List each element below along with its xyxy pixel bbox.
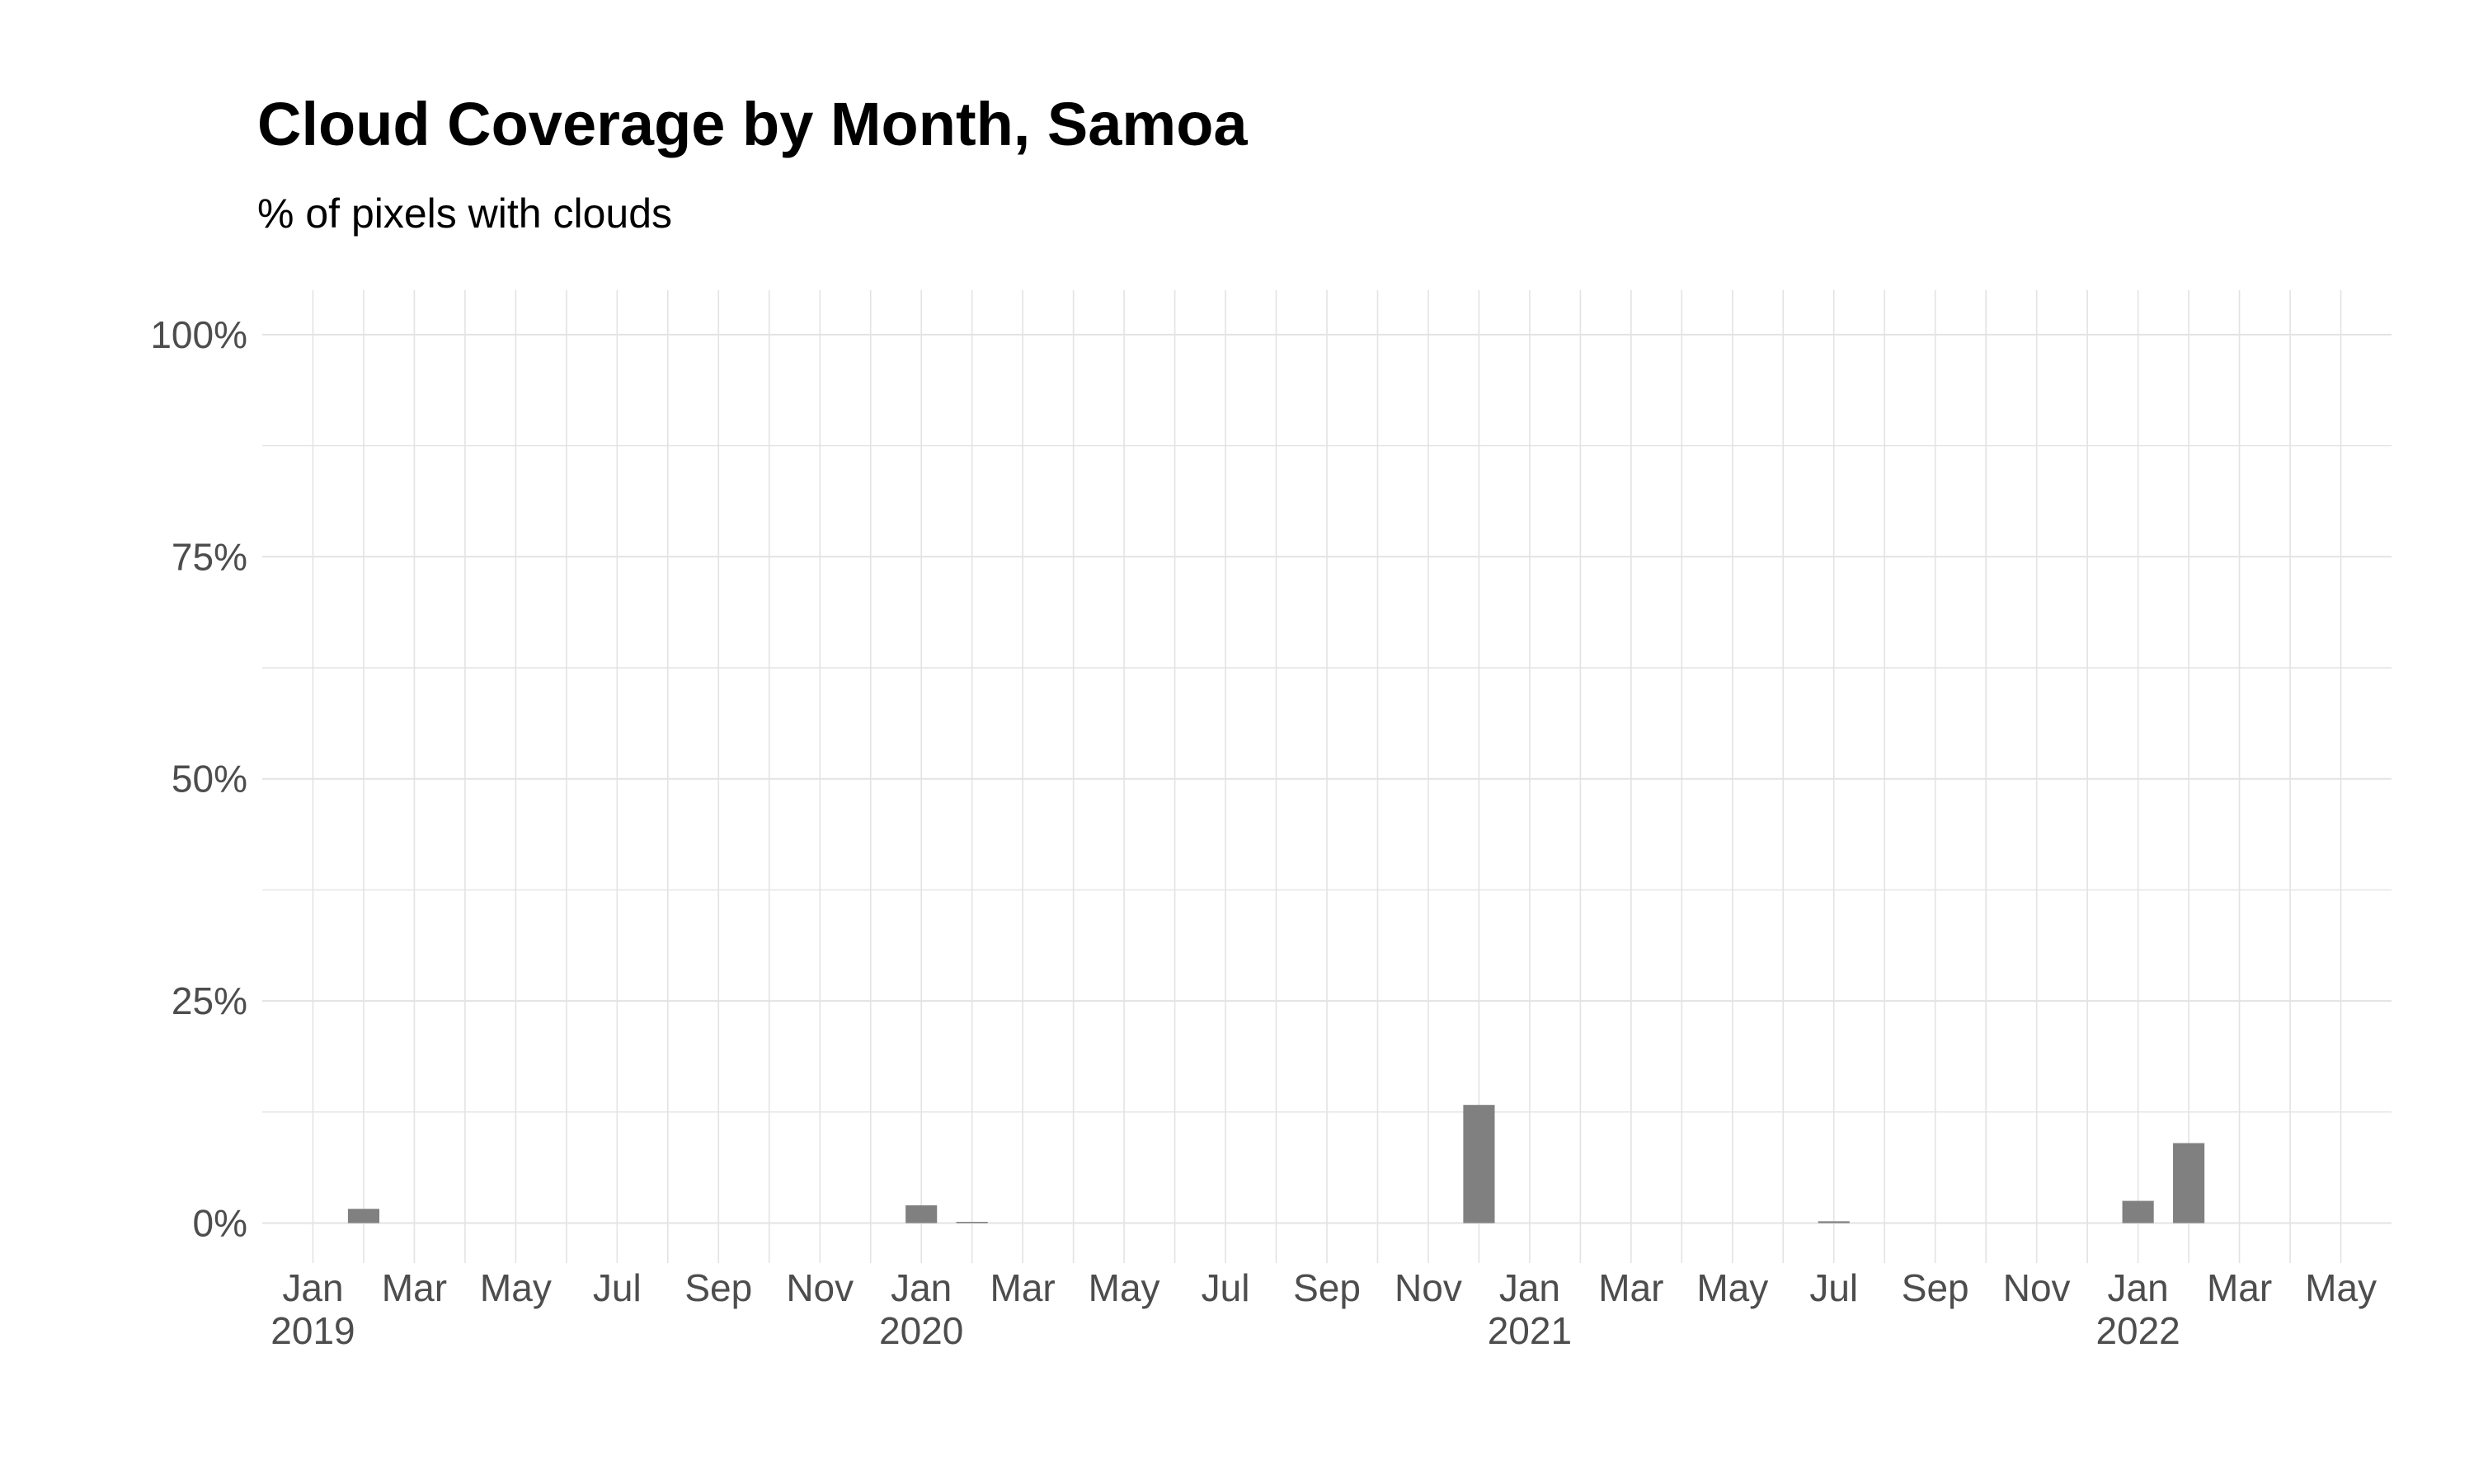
x-tick-label: May xyxy=(1696,1266,1768,1309)
x-tick-label: Sep xyxy=(1902,1266,1969,1309)
x-tick-label: Mar xyxy=(990,1266,1056,1309)
x-tick-label: Jan xyxy=(282,1266,343,1309)
bar-2022-01 xyxy=(2122,1200,2154,1223)
x-tick-label: Nov xyxy=(786,1266,854,1309)
bar-2020-01 xyxy=(905,1205,938,1223)
x-tick-label: Jan xyxy=(1499,1266,1560,1309)
x-tick-label: May xyxy=(2305,1266,2377,1309)
bar-2020-12 xyxy=(1463,1105,1495,1223)
bar-2021-07 xyxy=(1818,1221,1850,1223)
x-tick-label: Jan xyxy=(2108,1266,2169,1309)
x-tick-label: May xyxy=(1089,1266,1160,1309)
x-tick-year-label: 2021 xyxy=(1488,1309,1572,1352)
x-tick-year-label: 2022 xyxy=(2095,1309,2180,1352)
x-tick-label: Jul xyxy=(1809,1266,1858,1309)
x-tick-year-label: 2020 xyxy=(879,1309,963,1352)
x-tick-label: Nov xyxy=(1395,1266,1462,1309)
bar-2022-02 xyxy=(2173,1143,2205,1223)
x-tick-label: Jan xyxy=(891,1266,952,1309)
x-tick-label: Sep xyxy=(684,1266,752,1309)
x-tick-year-label: 2019 xyxy=(270,1309,355,1352)
x-tick-label: Mar xyxy=(2207,1266,2272,1309)
x-tick-label: May xyxy=(480,1266,552,1309)
y-tick-label: 100% xyxy=(150,313,247,356)
bar-2019-02 xyxy=(347,1209,380,1223)
y-axis-ticks: 0% 25% 50% 75% 100% xyxy=(150,313,247,1245)
x-tick-label: Nov xyxy=(2003,1266,2071,1309)
x-tick-label: Jul xyxy=(1202,1266,1250,1309)
chart-title: Cloud Coverage by Month, Samoa xyxy=(257,90,1248,158)
bar-2020-02 xyxy=(956,1222,988,1223)
x-tick-label: Jul xyxy=(593,1266,642,1309)
bars xyxy=(347,1105,2205,1223)
chart-subtitle: % of pixels with clouds xyxy=(257,190,673,237)
grid-lines xyxy=(262,290,2392,1263)
y-tick-label: 0% xyxy=(193,1202,247,1245)
y-tick-label: 25% xyxy=(172,979,247,1022)
x-tick-label: Mar xyxy=(382,1266,447,1309)
y-tick-label: 75% xyxy=(172,535,247,578)
x-tick-label: Sep xyxy=(1293,1266,1361,1309)
x-tick-label: Mar xyxy=(1598,1266,1663,1309)
y-tick-label: 50% xyxy=(172,758,247,801)
